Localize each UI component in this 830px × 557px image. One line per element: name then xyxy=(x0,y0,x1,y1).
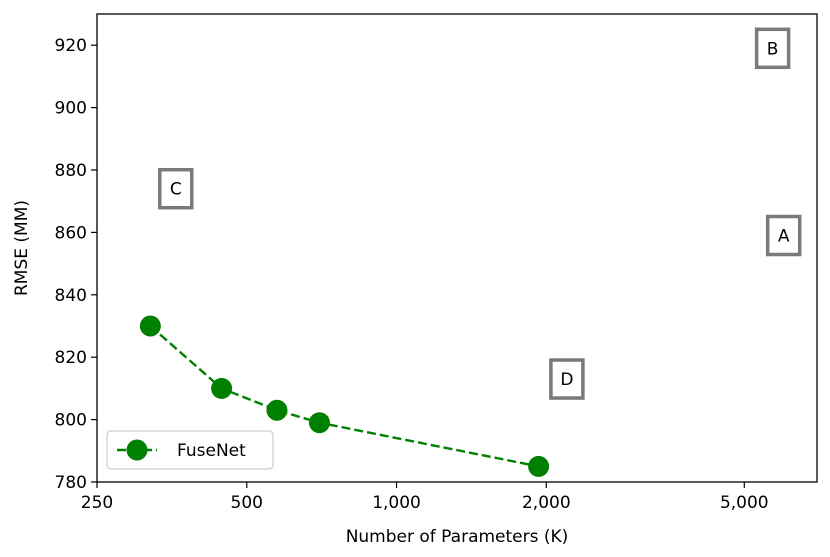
x-tick-label: 2,000 xyxy=(522,493,571,513)
annotation-frame xyxy=(158,167,194,210)
data-point xyxy=(308,412,330,434)
x-tick-label: 250 xyxy=(81,493,113,513)
annotation-label: D xyxy=(560,370,573,390)
annotation-box-b: B xyxy=(754,27,791,70)
data-point xyxy=(139,315,161,337)
plot-layer xyxy=(139,315,550,477)
ticks-layer: 250 500 1,000 2,000 5,000 780 800 820 840 860 880 9… xyxy=(55,36,769,513)
annotation-layer: A B C D xyxy=(158,27,802,400)
legend-marker xyxy=(126,439,148,461)
annotation-label: A xyxy=(778,227,790,247)
annotation-label: B xyxy=(767,39,779,59)
annotation-frame xyxy=(765,214,802,257)
series-line-fusenet xyxy=(149,325,539,468)
data-point xyxy=(211,377,233,399)
legend: FuseNet xyxy=(106,430,274,470)
annotation-label: C xyxy=(170,180,182,200)
annotation-box-c: C xyxy=(158,167,194,210)
y-tick-label: 840 xyxy=(55,286,87,306)
y-tick-label: 800 xyxy=(55,411,87,431)
y-axis-title: RMSE (MM) xyxy=(12,200,32,296)
annotation-box-a: A xyxy=(765,214,802,257)
x-tick-label: 1,000 xyxy=(372,493,421,513)
y-tick-label: 860 xyxy=(55,223,87,243)
plot-frame xyxy=(96,13,818,483)
y-tick-label: 900 xyxy=(55,99,87,119)
annotation-frame xyxy=(754,27,791,70)
y-tick-label: 920 xyxy=(55,36,87,56)
legend-label-fusenet: FuseNet xyxy=(177,441,246,461)
x-tick-label: 5,000 xyxy=(720,493,769,513)
annotation-box-d: D xyxy=(549,358,585,400)
y-tick-label: 820 xyxy=(55,348,87,368)
data-point xyxy=(266,399,288,421)
legend-frame xyxy=(106,430,274,470)
x-axis-title: Number of Parameters (K) xyxy=(346,527,569,547)
data-point xyxy=(528,455,550,477)
x-tick-label: 500 xyxy=(231,493,263,513)
y-tick-label: 780 xyxy=(55,473,87,493)
annotation-frame xyxy=(549,358,585,400)
y-tick-label: 880 xyxy=(55,161,87,181)
